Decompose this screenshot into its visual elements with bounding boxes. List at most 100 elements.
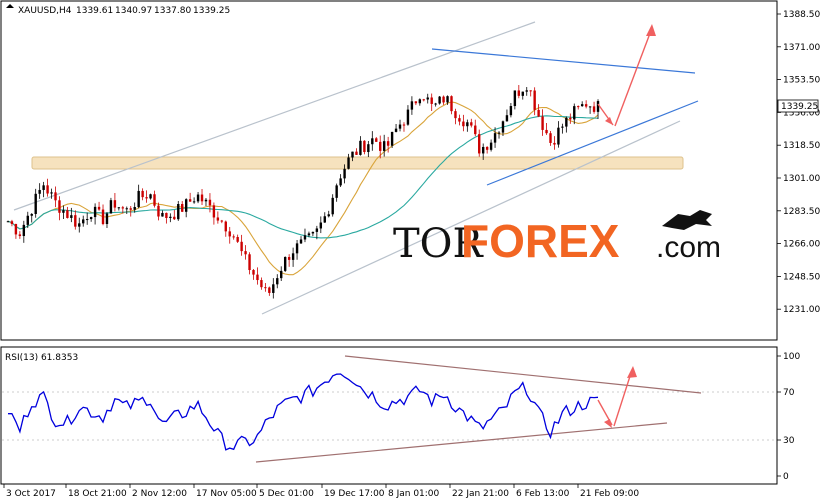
candle — [145, 190, 148, 203]
candle — [184, 198, 188, 218]
candle — [89, 216, 93, 222]
candle — [303, 228, 307, 243]
candle — [216, 211, 220, 224]
candle — [173, 210, 176, 220]
price-axis: 1388.50 1371.00 1353.50 1336.00 1318.50 1301.… — [777, 10, 820, 315]
candle — [252, 269, 255, 280]
candle — [414, 101, 418, 106]
support-zone — [31, 156, 684, 170]
candlestick-series — [6, 85, 600, 299]
candle — [577, 105, 580, 110]
candle — [375, 137, 378, 142]
candle — [561, 123, 564, 134]
candle — [34, 188, 37, 218]
candle — [335, 183, 338, 202]
time-tick-label: 2 Nov 12:00 — [132, 489, 187, 499]
time-tick-label: 3 Oct 2017 — [6, 489, 56, 499]
candle — [462, 114, 465, 132]
rsi-axis: 100 70 30 0 — [777, 352, 800, 482]
candle — [137, 184, 140, 209]
candle — [248, 252, 251, 275]
candle — [212, 202, 216, 225]
candle — [497, 131, 501, 139]
candle — [580, 101, 584, 107]
time-tick-label: 19 Dec 17:00 — [324, 489, 385, 499]
candle — [588, 106, 592, 114]
candle — [54, 186, 57, 208]
candle — [319, 216, 323, 234]
candle — [541, 109, 544, 136]
candle — [402, 122, 406, 132]
candle — [105, 212, 109, 228]
time-tick-label: 22 Jan 21:00 — [452, 489, 509, 499]
candle — [331, 194, 334, 217]
candle — [85, 212, 89, 225]
candle — [565, 116, 568, 133]
candle — [390, 131, 394, 149]
candle — [573, 103, 576, 125]
candle — [406, 105, 410, 126]
candle — [133, 202, 136, 213]
candle — [121, 205, 125, 214]
candle — [513, 90, 517, 110]
candle — [244, 245, 247, 260]
candle — [382, 134, 386, 157]
candle — [260, 277, 263, 290]
arrow-head-icon — [604, 419, 612, 428]
candle — [181, 201, 184, 213]
price-tick-label: 1266.00 — [783, 240, 820, 250]
candle — [295, 240, 299, 260]
candle — [517, 85, 521, 99]
candle — [521, 91, 524, 100]
rsi-tick-label: 0 — [783, 472, 789, 482]
candle — [398, 119, 402, 132]
candle — [38, 183, 41, 199]
main-panel — [0, 0, 778, 341]
candle — [74, 210, 77, 230]
candle — [42, 181, 45, 198]
price-tick-label: 1371.00 — [783, 43, 820, 53]
candle — [410, 96, 414, 115]
candle — [442, 95, 445, 105]
watermark-prefix: TOR — [393, 221, 484, 267]
time-axis: 3 Oct 2017 18 Oct 21:00 2 Nov 12:00 17 Nov … — [3, 484, 639, 499]
candle — [343, 164, 346, 184]
candle — [78, 217, 81, 233]
candle — [569, 113, 572, 124]
candle — [351, 151, 354, 162]
candle — [470, 118, 473, 128]
candle — [188, 192, 192, 202]
candle — [240, 234, 243, 256]
time-tick-label: 17 Nov 05:00 — [196, 489, 257, 499]
candle — [157, 202, 160, 221]
price-tick-label: 1353.50 — [783, 76, 820, 86]
rsi-arrow-up — [613, 369, 633, 427]
candle — [149, 193, 152, 200]
candle — [501, 120, 505, 136]
candle — [204, 198, 208, 207]
candle — [596, 99, 600, 119]
candle — [224, 220, 227, 237]
candle — [363, 140, 366, 155]
candle — [280, 266, 283, 282]
candle — [359, 136, 362, 156]
rsi-tick-label: 30 — [783, 436, 795, 446]
rsi-panel — [0, 346, 778, 485]
candle — [153, 190, 156, 208]
candle — [418, 98, 422, 106]
candle — [307, 231, 311, 238]
candle — [18, 231, 22, 239]
candle — [129, 205, 132, 217]
candle — [276, 274, 279, 289]
candle — [272, 278, 275, 299]
candle — [70, 207, 73, 223]
rsi-tick-label: 100 — [783, 352, 800, 362]
rsi-support-line — [255, 422, 668, 463]
forecast-arrows — [597, 24, 656, 127]
price-tick-label: 1283.50 — [783, 207, 820, 217]
channel-lower-line — [261, 120, 681, 315]
candle — [125, 206, 128, 215]
price-tick-label: 1388.50 — [783, 10, 820, 20]
candle — [26, 211, 29, 229]
candle — [537, 104, 540, 118]
